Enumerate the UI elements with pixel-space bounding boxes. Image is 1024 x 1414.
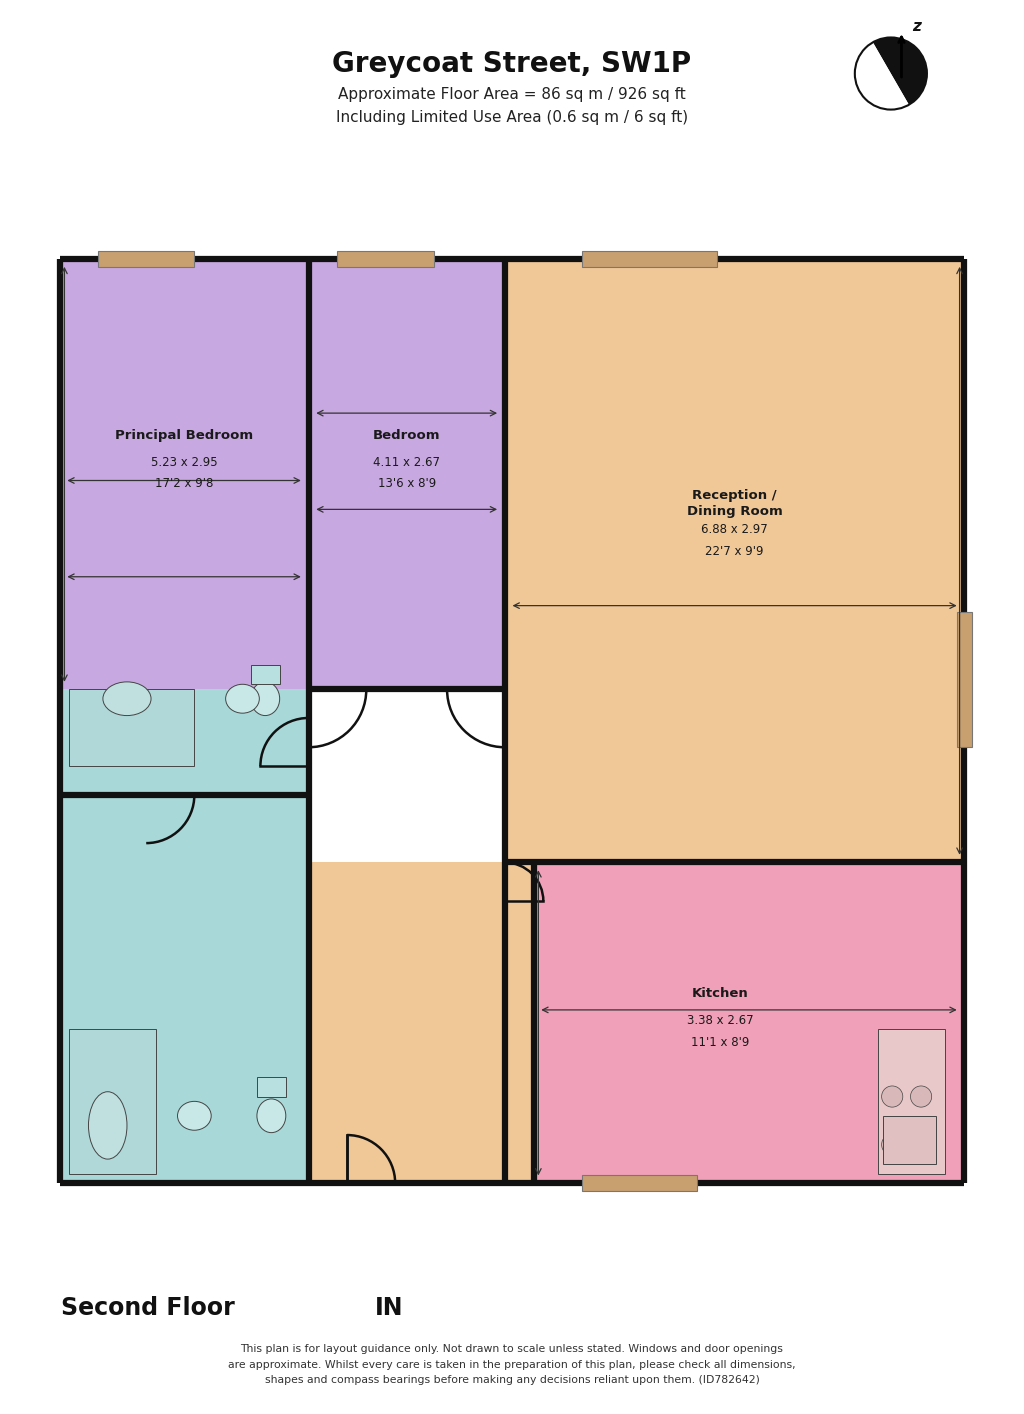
Bar [582,1175,697,1191]
Bar [582,252,717,267]
Bar [338,252,434,267]
Text: Principal Bedroom: Principal Bedroom [115,430,253,443]
Wedge shape [855,42,909,109]
Circle shape [882,1086,903,1107]
Bar [59,690,308,795]
Text: Including Limited Use Area (0.6 sq m / 6 sq ft): Including Limited Use Area (0.6 sq m / 6… [336,110,688,124]
Text: IN: IN [375,1297,403,1319]
Circle shape [910,1086,932,1107]
Text: 4.11 x 2.67: 4.11 x 2.67 [373,457,440,469]
Text: Second Floor: Second Floor [61,1297,236,1319]
Text: 13'6 x 8'9: 13'6 x 8'9 [378,478,436,491]
Ellipse shape [257,1099,286,1133]
Bar [70,689,195,766]
Text: 17'2 x 9'8: 17'2 x 9'8 [155,478,213,491]
Text: 5.23 x 2.95: 5.23 x 2.95 [151,457,217,469]
Text: 6.88 x 2.97: 6.88 x 2.97 [701,523,768,536]
Bar [505,863,534,1184]
Text: Greycoat Street, SW1P: Greycoat Street, SW1P [333,49,691,78]
Circle shape [910,1134,932,1155]
Bar [308,259,505,690]
Text: This plan is for layout guidance only. Not drawn to scale unless stated. Windows: This plan is for layout guidance only. N… [228,1343,796,1386]
Bar [308,863,505,1184]
Text: z: z [912,20,921,34]
Text: Kitchen: Kitchen [692,987,749,1001]
Bar [883,1116,936,1164]
Bar [59,795,308,1184]
Text: Approximate Floor Area = 86 sq m / 926 sq ft: Approximate Floor Area = 86 sq m / 926 s… [338,88,686,102]
Ellipse shape [251,682,280,715]
Circle shape [882,1134,903,1155]
Bar [70,1029,156,1174]
Bar [534,863,965,1184]
Text: Reception /
Dining Room: Reception / Dining Room [687,489,782,518]
Bar [251,665,280,684]
Ellipse shape [88,1092,127,1159]
Wedge shape [872,38,927,105]
Ellipse shape [102,682,152,715]
Bar [257,1077,286,1096]
Bar [956,612,972,747]
Text: 11'1 x 8'9: 11'1 x 8'9 [691,1035,750,1049]
Bar [98,252,195,267]
Bar [505,259,965,863]
Bar [878,1029,945,1174]
Bar [59,259,308,690]
Text: 22'7 x 9'9: 22'7 x 9'9 [706,544,764,557]
Text: 3.38 x 2.67: 3.38 x 2.67 [687,1014,754,1028]
Ellipse shape [177,1102,211,1130]
Ellipse shape [225,684,259,713]
Text: Bedroom: Bedroom [373,430,440,443]
